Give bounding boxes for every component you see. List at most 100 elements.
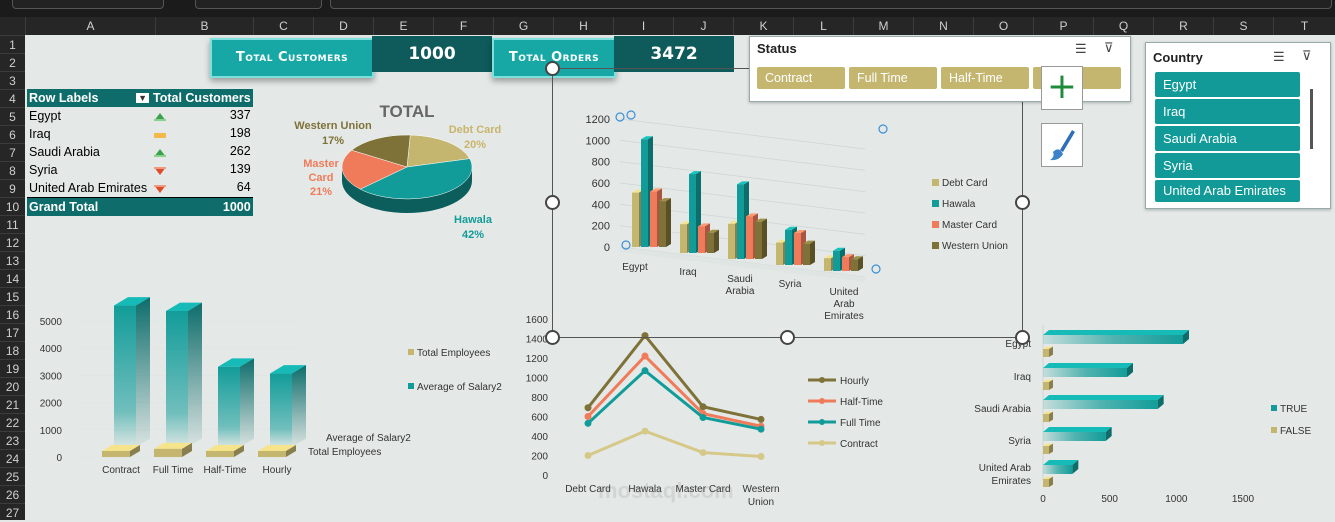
country-hbar-chart[interactable]: 0 500 1000 1500 Egypt Iraq Saudi Arabia Syria Un… [965,320,1325,510]
column-header[interactable]: L [793,17,853,35]
column-header[interactable]: O [973,17,1033,35]
column-bar-side [810,240,815,265]
status-item-full-time[interactable]: Full Time [849,67,937,89]
resize-handle[interactable] [545,61,560,76]
pie-slice[interactable] [351,134,411,168]
column-header[interactable]: E [373,17,433,35]
resize-handle[interactable] [1015,330,1030,345]
total-orders-label[interactable]: Total Orders [492,38,616,78]
pivot-row[interactable]: Syria 139 [27,161,253,179]
row-header[interactable]: 2 [0,53,25,71]
column-bar-front [755,221,762,259]
column-header[interactable]: D [313,17,373,35]
column-header[interactable]: M [853,17,913,35]
chart-elements-button[interactable]: + [1041,66,1083,110]
salary-bar [166,302,202,447]
true-bar [1043,427,1112,441]
pivot-row[interactable]: Egypt 337 [27,107,253,125]
row-header[interactable]: 7 [0,143,25,161]
row-header[interactable]: 13 [0,251,25,269]
row-header[interactable]: 22 [0,413,25,431]
column-header[interactable]: N [913,17,973,35]
column-bar-top [698,223,710,227]
pie-slice[interactable] [341,149,408,190]
pie-slice[interactable] [359,158,473,200]
payment-by-country-chart[interactable]: 0 200 400 600 800 1000 1200 Egypt Iraq SaudiArabi… [580,105,1020,335]
pivot-row[interactable]: Saudi Arabia 262 [27,143,253,161]
total-customers-label[interactable]: Total Customers [210,38,374,78]
row-header[interactable]: 25 [0,467,25,485]
status-item-half-time[interactable]: Half-Time [941,67,1029,89]
row-header[interactable]: 12 [0,233,25,251]
row-header[interactable]: 27 [0,503,25,521]
chart-styles-button[interactable] [1041,123,1083,167]
row-header[interactable]: 17 [0,323,25,341]
resize-handle[interactable] [545,330,560,345]
column-header[interactable]: H [553,17,613,35]
pie-slice[interactable] [406,134,471,168]
toolbar-box[interactable] [12,0,164,9]
column-header[interactable]: J [673,17,733,35]
country-slicer[interactable]: Country ☰ ⊽ Egypt Iraq Saudi Arabia Syri… [1145,42,1331,209]
legend-swatch [1271,405,1277,411]
country-item-syria[interactable]: Syria [1155,153,1300,178]
column-header[interactable]: Q [1093,17,1153,35]
row-header[interactable]: 6 [0,125,25,143]
formula-bar[interactable] [330,0,1332,9]
row-labels-header[interactable]: Row Labels ▼ [27,89,151,107]
column-header[interactable]: F [433,17,493,35]
column-header[interactable]: K [733,17,793,35]
resize-handle[interactable] [545,195,560,210]
country-item-iraq[interactable]: Iraq [1155,99,1300,124]
row-header[interactable]: 11 [0,215,25,233]
row-header[interactable]: 3 [0,71,25,89]
row-header[interactable]: 1 [0,35,25,53]
pivot-row[interactable]: United Arab Emirates 64 [27,179,253,198]
row-header[interactable]: 18 [0,341,25,359]
clear-filter-icon[interactable]: ⊽ [1302,48,1312,63]
row-header[interactable]: 14 [0,269,25,287]
row-header[interactable]: 15 [0,287,25,305]
status-line-chart[interactable]: 0 200 400 600 800 1000 1200 1400 1600 Debt Card Ha… [518,305,898,515]
x-tick-label: 500 [1101,494,1118,505]
row-header[interactable]: 16 [0,305,25,323]
row-header[interactable]: 8 [0,161,25,179]
row-header[interactable]: 5 [0,107,25,125]
column-header[interactable]: G [493,17,553,35]
column-header[interactable]: T [1273,17,1335,35]
employees-chart[interactable]: 0 1000 2000 3000 4000 5000 Contract Full Time Ha… [30,285,510,485]
column-header[interactable]: C [253,17,313,35]
pie-chart[interactable]: TOTAL Debt Card 20% Hawala 42% Master Card 21% W… [285,95,520,245]
status-item-contract[interactable]: Contract [757,67,845,89]
row-header[interactable]: 9 [0,179,25,197]
row-header[interactable]: 10 [0,197,25,215]
column-header[interactable]: P [1033,17,1093,35]
country-item-saudi-arabia[interactable]: Saudi Arabia [1155,126,1300,151]
row-header[interactable]: 24 [0,449,25,467]
row-header[interactable]: 4 [0,89,25,107]
column-header[interactable]: A [25,17,155,35]
country-item-uae[interactable]: United Arab Emirates [1155,180,1300,202]
row-header[interactable]: 23 [0,431,25,449]
multi-select-icon[interactable]: ☰ [1273,49,1285,64]
row-header[interactable]: 19 [0,359,25,377]
series-point [584,452,592,459]
column-header[interactable]: S [1213,17,1273,35]
clear-filter-icon[interactable]: ⊽ [1104,40,1114,55]
slicer-scrollbar[interactable] [1310,89,1313,149]
country-item-egypt[interactable]: Egypt [1155,72,1300,97]
legend-swatch [932,221,939,228]
grand-total-label: Grand Total [27,197,151,216]
column-header[interactable]: B [155,17,253,35]
row-header[interactable]: 20 [0,377,25,395]
column-header[interactable]: R [1153,17,1213,35]
row-header[interactable]: 26 [0,485,25,503]
resize-handle[interactable] [780,330,795,345]
filter-dropdown-icon[interactable]: ▼ [136,93,149,103]
pivot-row[interactable]: Iraq 198 [27,125,253,143]
toolbar-box[interactable] [195,0,322,9]
multi-select-icon[interactable]: ☰ [1075,41,1087,56]
row-header[interactable]: 21 [0,395,25,413]
column-header[interactable]: I [613,17,673,35]
resize-handle[interactable] [1015,195,1030,210]
